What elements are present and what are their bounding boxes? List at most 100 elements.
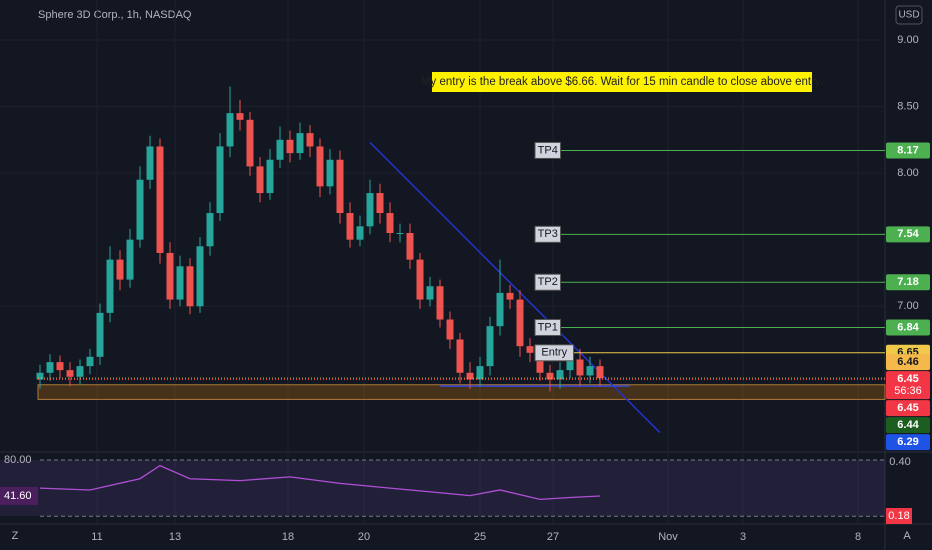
x-tick-label: 20 [358, 531, 370, 543]
candle-body [36, 372, 44, 380]
price-tag [886, 226, 930, 243]
candle-body [586, 366, 594, 376]
candle-body [436, 286, 444, 320]
countdown: 56:36 [894, 385, 922, 397]
candle-body [516, 299, 524, 347]
price-tag-label: 6.45 [897, 373, 918, 385]
price-tag [886, 371, 930, 400]
currency[interactable]: USD [898, 10, 919, 21]
candle-body [336, 159, 344, 214]
candle-body [76, 366, 84, 377]
price-tag [886, 142, 930, 159]
x-tick-label: 25 [474, 531, 486, 543]
candle-body [566, 359, 574, 371]
level-label: TP3 [538, 228, 558, 240]
trendline [369, 141, 661, 434]
level-label: Entry [541, 347, 567, 359]
zone [37, 384, 886, 400]
candle-body [276, 139, 284, 160]
corner-label[interactable]: Z [12, 530, 19, 542]
candle-body [256, 166, 264, 194]
price-tag-label: 6.46 [897, 356, 918, 368]
price-tag-label: 7.54 [897, 228, 919, 240]
candle-body [196, 246, 204, 307]
candle-body [406, 232, 414, 260]
candle-body [386, 213, 394, 233]
candle-body [426, 286, 434, 300]
chart-title: Sphere 3D Corp., 1h, NASDAQ [38, 9, 192, 21]
candle-body [146, 146, 154, 180]
candle-body [226, 113, 234, 147]
rsi-scale-label: 0.18 [888, 510, 909, 522]
candle-body [396, 232, 404, 234]
rsi-current-label: 41.60 [4, 490, 32, 502]
price-tag [886, 434, 930, 451]
price-tag-label: 6.45 [897, 402, 918, 414]
candle-body [56, 362, 64, 371]
level-label: TP2 [538, 276, 558, 288]
price-tag [886, 319, 930, 336]
rsi-line [39, 464, 601, 500]
rsi-current-tag [0, 486, 38, 505]
candle-body [266, 159, 274, 194]
candle-body [186, 266, 194, 307]
x-tick-label: 13 [169, 531, 181, 543]
candle-body [366, 193, 374, 227]
x-tick-label: 11 [91, 531, 102, 543]
candle-body [136, 179, 144, 240]
candle-body [176, 266, 184, 300]
price-tag-label: 6.29 [897, 436, 918, 448]
level-label: TP1 [538, 321, 558, 333]
rsi-scale-tag [886, 508, 912, 524]
y-tick-label: 7.00 [897, 300, 918, 312]
candle-body [446, 319, 454, 340]
level-label: TP4 [538, 144, 558, 156]
x-tick-label: 27 [547, 531, 559, 543]
level-label-box [534, 273, 561, 291]
candle-body [96, 312, 104, 357]
candle-body [356, 226, 364, 240]
price-tag [886, 354, 930, 371]
x-tick-label: Nov [658, 531, 678, 543]
candle-body [106, 259, 114, 313]
candle-body [546, 372, 554, 380]
candle-body [416, 259, 424, 300]
corner-label[interactable]: A [903, 530, 911, 542]
candle-body [316, 146, 324, 187]
rsi-band [0, 459, 885, 517]
x-tick-label: 18 [282, 531, 294, 543]
candle-body [346, 213, 354, 240]
price-tag [886, 417, 930, 434]
candle-body [286, 139, 294, 154]
candle-body [536, 352, 544, 373]
level-label-box [534, 344, 574, 362]
level-label-box [534, 141, 561, 159]
candle-body [506, 292, 514, 300]
candle-body [476, 366, 484, 380]
candle-body [576, 359, 584, 376]
candle-body [246, 119, 254, 167]
candle-body [236, 113, 244, 120]
price-tag-label: 7.18 [897, 276, 918, 288]
candle-body [456, 339, 464, 373]
currency-box[interactable] [895, 5, 923, 25]
level-label-box [534, 319, 561, 337]
rsi-tick-label: 80.00 [4, 454, 32, 466]
candle-body [156, 146, 164, 253]
candle-body [496, 292, 504, 327]
price-tag-label: 6.84 [897, 321, 919, 333]
level-label-box [534, 225, 561, 243]
candle-body [66, 370, 74, 377]
candle-body [596, 366, 604, 379]
rsi-scale-label: 0.40 [889, 456, 910, 468]
annotation: My entry is the break above $6.66. Wait … [421, 76, 823, 88]
x-tick-label: 3 [740, 531, 746, 543]
y-tick-label: 8.00 [897, 167, 918, 179]
candle-body [466, 372, 474, 380]
candle-body [86, 356, 94, 367]
price-tag-label: 6.44 [897, 419, 919, 431]
candle-body [526, 346, 534, 353]
annotation-box [432, 72, 812, 92]
price-tag [886, 274, 930, 291]
